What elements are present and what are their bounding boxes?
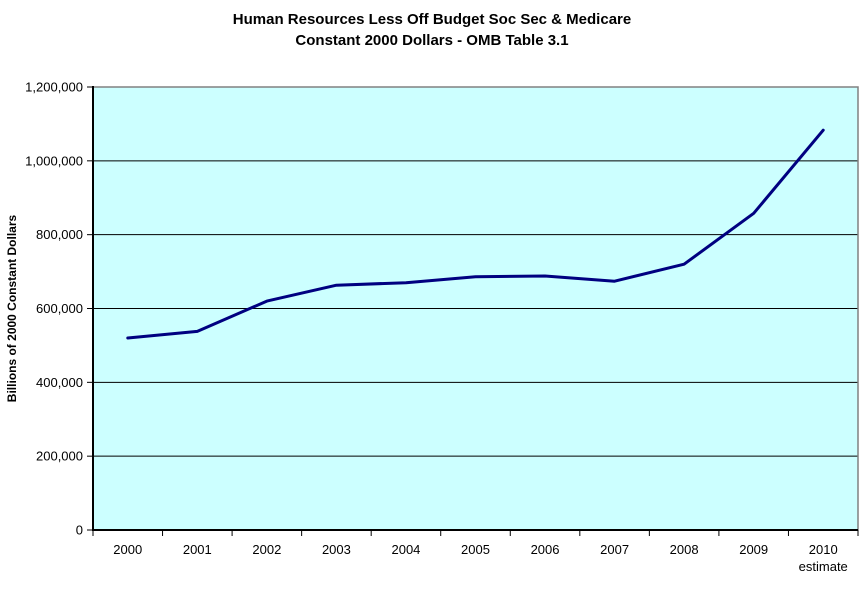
chart-title-line1: Human Resources Less Off Budget Soc Sec … xyxy=(232,11,632,28)
x-tick-label: 2005 xyxy=(461,542,490,557)
plot-border xyxy=(93,86,859,530)
y-tick-label: 400,000 xyxy=(36,375,83,390)
y-tick-label: 600,000 xyxy=(36,301,83,316)
x-axis-note: estimate xyxy=(799,559,848,574)
x-tick-label: 2002 xyxy=(252,542,281,557)
x-tick-label: 2003 xyxy=(322,542,351,557)
x-tick-label: 2007 xyxy=(600,542,629,557)
x-tick-label: 2009 xyxy=(739,542,768,557)
y-axis-title: Billions of 2000 Constant Dollars xyxy=(5,214,19,402)
x-tick-label: 2000 xyxy=(113,542,142,557)
y-tick-label: 1,000,000 xyxy=(25,153,83,168)
x-tick-label: 2010 xyxy=(809,542,838,557)
chart-title: Human Resources Less Off Budget Soc Sec … xyxy=(0,9,864,51)
x-tick-label: 2008 xyxy=(670,542,699,557)
chart-title-line2: Constant 2000 Dollars - OMB Table 3.1 xyxy=(295,32,569,49)
data-series-line xyxy=(126,128,825,340)
y-tick-label: 0 xyxy=(76,523,83,538)
x-tick-label: 2004 xyxy=(391,542,420,557)
y-tick-label: 1,200,000 xyxy=(25,80,83,95)
x-tick-label: 2006 xyxy=(531,542,560,557)
y-tick-label: 200,000 xyxy=(36,449,83,464)
y-tick-label: 800,000 xyxy=(36,227,83,242)
x-tick-label: 2001 xyxy=(183,542,212,557)
